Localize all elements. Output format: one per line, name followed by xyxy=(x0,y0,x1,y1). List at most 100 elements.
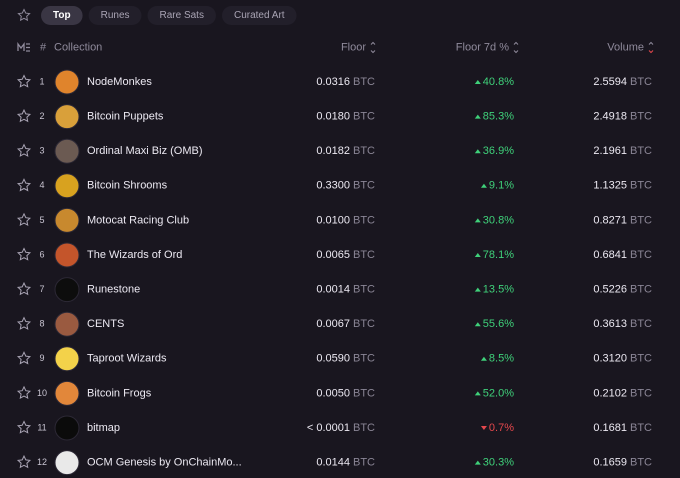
collection-avatar xyxy=(54,104,80,130)
favorite-star[interactable] xyxy=(16,281,32,296)
sort-icon[interactable] xyxy=(370,41,376,54)
floor-unit: BTC xyxy=(353,422,375,434)
tab[interactable]: Top xyxy=(41,6,83,25)
collection-avatar xyxy=(54,277,80,303)
volume-unit: BTC xyxy=(630,457,652,469)
collection-header[interactable]: Collection xyxy=(54,41,102,53)
up-arrow xyxy=(474,391,481,396)
collection-name[interactable]: bitmap xyxy=(87,422,120,434)
favorite-star[interactable] xyxy=(16,178,32,192)
tab-pill[interactable] xyxy=(147,6,216,25)
floor-change: 52.0% xyxy=(483,387,514,399)
floor-price: 0.0590 xyxy=(316,353,350,365)
tab-label[interactable]: Curated Art xyxy=(234,10,285,21)
favorite-star[interactable] xyxy=(16,74,32,88)
tab-label[interactable]: Top xyxy=(53,10,71,21)
collection-row[interactable]: 5 Motocat Racing Club 0.0100 BTC 30.8% 0.8271… xyxy=(16,207,652,233)
collection-row[interactable]: 6 The Wizards of Ord 0.0065 BTC 78.1% 0.6841 B… xyxy=(16,242,652,268)
favorite-star[interactable] xyxy=(16,385,32,400)
rank: 4 xyxy=(39,180,44,190)
volume: 0.3613 xyxy=(593,318,627,330)
up-arrow xyxy=(480,356,487,361)
collection-row[interactable]: 3 Ordinal Maxi Biz (OMB) 0.0182 BTC 36.9% 2.1… xyxy=(16,138,652,164)
floor-price: 0.0050 xyxy=(316,387,350,399)
floor-change: 40.8% xyxy=(483,76,514,88)
collection-row[interactable]: 11 bitmap < 0.0001 BTC 0.7% 0.1681 BTC xyxy=(16,415,652,441)
up-arrow xyxy=(474,149,481,154)
favorite-star[interactable] xyxy=(16,454,32,469)
floor-unit: BTC xyxy=(353,249,375,261)
floor-change: 13.5% xyxy=(483,284,514,296)
volume-unit: BTC xyxy=(630,387,652,399)
floor-price: 0.0316 xyxy=(316,76,350,88)
tab[interactable]: Rare Sats xyxy=(147,6,216,25)
collection-name[interactable]: Motocat Racing Club xyxy=(87,214,189,226)
volume-header[interactable]: Volume xyxy=(607,41,644,53)
floor-price: 0.3300 xyxy=(316,180,350,192)
floor-price: 0.0014 xyxy=(316,284,350,296)
sort-icon-active[interactable] xyxy=(648,50,654,54)
collection-row[interactable]: 4 Bitcoin Shrooms 0.3300 BTC 9.1% 1.1325 BTC xyxy=(16,173,652,199)
tab-label[interactable]: Runes xyxy=(101,10,130,21)
volume: 0.8271 xyxy=(593,214,627,226)
tab-pill[interactable] xyxy=(41,6,83,25)
volume: 2.5594 xyxy=(593,76,627,88)
sort-icon[interactable] xyxy=(513,41,519,54)
collection-name[interactable]: OCM Genesis by OnChainMo... xyxy=(87,457,242,469)
floor-change-header[interactable]: Floor 7d % xyxy=(456,41,509,53)
floor-unit: BTC xyxy=(353,284,375,296)
favorite-star[interactable] xyxy=(16,351,32,365)
sort-icon[interactable] xyxy=(648,41,654,45)
tab-pill[interactable] xyxy=(88,6,142,25)
floor-unit: BTC xyxy=(353,145,375,157)
collection-row[interactable]: 1 NodeMonkes 0.0316 BTC 40.8% 2.5594 BTC xyxy=(16,69,652,95)
volume: 1.1325 xyxy=(593,180,627,192)
volume: 2.1961 xyxy=(593,145,627,157)
collection-avatar xyxy=(54,311,80,337)
collection-row[interactable]: 9 Taproot Wizards 0.0590 BTC 8.5% 0.3120 BTC xyxy=(16,346,652,372)
collection-name[interactable]: Runestone xyxy=(87,284,140,296)
floor-unit: BTC xyxy=(353,387,375,399)
collection-row[interactable]: 12 OCM Genesis by OnChainMo... 0.0144 BTC 30… xyxy=(16,450,652,476)
collection-name[interactable]: The Wizards of Ord xyxy=(87,249,182,261)
collection-name[interactable]: NodeMonkes xyxy=(87,76,152,88)
collection-row[interactable]: 7 Runestone 0.0014 BTC 13.5% 0.5226 BTC xyxy=(16,277,652,303)
favorite-star[interactable] xyxy=(16,212,32,227)
up-arrow xyxy=(474,253,481,257)
rank: 3 xyxy=(39,146,44,156)
favorite-star[interactable] xyxy=(16,247,32,261)
favorite-star[interactable] xyxy=(16,108,32,123)
collection-name[interactable]: Ordinal Maxi Biz (OMB) xyxy=(87,145,203,157)
volume-unit: BTC xyxy=(630,111,652,123)
tab[interactable]: Curated Art xyxy=(221,6,297,25)
collection-name[interactable]: Bitcoin Shrooms xyxy=(87,180,168,192)
collection-row[interactable]: 8 CENTS 0.0067 BTC 55.6% 0.3613 BTC xyxy=(16,311,652,337)
tab-pill[interactable] xyxy=(221,6,297,25)
collection-row[interactable]: 2 Bitcoin Puppets 0.0180 BTC 85.3% 2.4918 BTC xyxy=(16,104,652,130)
up-arrow xyxy=(474,114,481,119)
collection-row[interactable]: 10 Bitcoin Frogs 0.0050 BTC 52.0% 0.2102 BTC xyxy=(16,380,652,406)
rank: 7 xyxy=(39,284,44,294)
volume-unit: BTC xyxy=(630,76,652,88)
tab-label[interactable]: Rare Sats xyxy=(160,10,204,21)
floor-unit: BTC xyxy=(353,353,375,365)
floor-price: < 0.0001 xyxy=(307,422,350,434)
collection-name[interactable]: Bitcoin Puppets xyxy=(87,111,164,123)
floor-unit: BTC xyxy=(353,111,375,123)
favorites-star[interactable] xyxy=(17,8,31,22)
up-arrow xyxy=(474,218,481,223)
floor-price: 0.0144 xyxy=(316,457,350,469)
floor-header[interactable]: Floor xyxy=(341,41,366,53)
collection-name[interactable]: Bitcoin Frogs xyxy=(87,387,152,399)
favorite-star[interactable] xyxy=(16,420,32,434)
favorite-star[interactable] xyxy=(16,316,32,330)
favorite-star[interactable] xyxy=(16,143,32,157)
tab[interactable]: Runes xyxy=(88,6,142,25)
volume-unit: BTC xyxy=(630,180,652,192)
volume: 0.1681 xyxy=(593,422,627,434)
rank: 11 xyxy=(37,422,46,432)
collection-name[interactable]: CENTS xyxy=(87,318,124,330)
collection-name[interactable]: Taproot Wizards xyxy=(87,353,167,365)
collection-avatar xyxy=(54,173,80,199)
